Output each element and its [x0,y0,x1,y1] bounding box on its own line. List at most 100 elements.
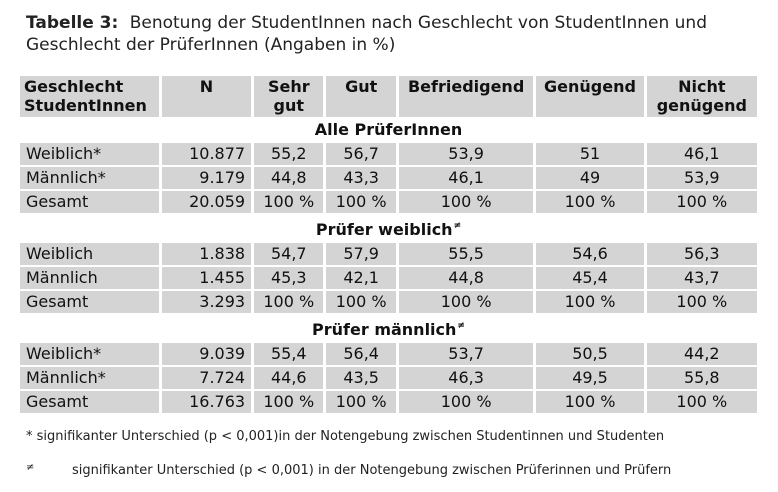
table-cell: 44,2 [646,343,757,365]
header-row: Geschlecht StudentInnen N Sehr gut Gut B… [20,76,757,117]
table-row: Männlich* 7.724 44,6 43,5 46,3 49,5 55,8 [20,367,757,389]
table-cell: 100 % [536,291,644,313]
header-n: N [161,76,252,117]
table-cell: 46,1 [398,167,534,189]
table-cell: 56,4 [326,343,396,365]
section-title-text: Alle PrüferInnen [314,120,463,139]
table-cell: 53,9 [398,143,534,165]
table-cell: 49,5 [536,367,644,389]
table-cell: 43,7 [646,267,757,289]
section-title: Prüfer männlich≠ [20,315,757,341]
table-cell: 55,4 [254,343,324,365]
table-row: Männlich 1.455 45,3 42,1 44,8 45,4 43,7 [20,267,757,289]
table-row: Gesamt 20.059 100 % 100 % 100 % 100 % 100 % [20,191,757,213]
table-body: Alle PrüferInnen Weiblich* 10.877 55,2 56,7 5… [20,119,757,413]
caption-label: Tabelle 3: [26,13,119,33]
row-label: Weiblich* [20,343,159,365]
table-cell: 55,2 [254,143,324,165]
table-cell: 45,4 [536,267,644,289]
table-cell: 50,5 [536,343,644,365]
grades-table: Geschlecht StudentInnen N Sehr gut Gut B… [17,74,760,415]
table-cell: 16.763 [161,391,252,413]
table-cell: 100 % [326,291,396,313]
table-cell: 7.724 [161,367,252,389]
table-cell: 57,9 [326,243,396,265]
section-title: Alle PrüferInnen [20,119,757,141]
table-cell: 100 % [398,291,534,313]
table-cell: 100 % [326,391,396,413]
table-cell: 100 % [398,391,534,413]
table-cell: 44,8 [254,167,324,189]
table-cell: 20.059 [161,191,252,213]
table-cell: 54,7 [254,243,324,265]
row-label: Männlich [20,267,159,289]
table-cell: 54,6 [536,243,644,265]
header-gut: Gut [326,76,396,117]
row-label: Gesamt [20,391,159,413]
section-row: Prüfer männlich≠ [20,315,757,341]
table-row: Männlich* 9.179 44,8 43,3 46,1 49 53,9 [20,167,757,189]
table-cell: 100 % [646,291,757,313]
table-cell: 46,1 [646,143,757,165]
table-cell: 1.455 [161,267,252,289]
table-cell: 49 [536,167,644,189]
footnote-neq: ≠ signifikanter Unterschied (p < 0,001) i… [26,462,671,478]
table-cell: 3.293 [161,291,252,313]
table-cell: 100 % [646,191,757,213]
table-cell: 55,8 [646,367,757,389]
header-nicht-genuegend: Nicht genügend [646,76,757,117]
table-cell: 53,9 [646,167,757,189]
table-cell: 9.179 [161,167,252,189]
table-cell: 51 [536,143,644,165]
table-cell: 10.877 [161,143,252,165]
table-cell: 53,7 [398,343,534,365]
table-cell: 100 % [254,191,324,213]
table-cell: 1.838 [161,243,252,265]
section-title-text: Prüfer männlich [312,320,457,339]
table-caption: Tabelle 3: Benotung der StudentInnen nac… [26,12,756,56]
table-cell: 43,3 [326,167,396,189]
table-cell: 45,3 [254,267,324,289]
header-sehr-gut: Sehr gut [254,76,324,117]
table-row: Weiblich* 10.877 55,2 56,7 53,9 51 46,1 [20,143,757,165]
section-row: Alle PrüferInnen [20,119,757,141]
table-cell: 55,5 [398,243,534,265]
header-befriedigend: Befriedigend [398,76,534,117]
table-row: Weiblich* 9.039 55,4 56,4 53,7 50,5 44,2 [20,343,757,365]
table-cell: 9.039 [161,343,252,365]
table-cell: 100 % [536,391,644,413]
caption-text: Benotung der StudentInnen nach Geschlech… [26,13,707,55]
row-label: Weiblich* [20,143,159,165]
table-cell: 46,3 [398,367,534,389]
table-cell: 42,1 [326,267,396,289]
row-label: Gesamt [20,291,159,313]
footnote-neq-text: signifikanter Unterschied (p < 0,001) in… [72,463,672,478]
table-cell: 100 % [254,291,324,313]
row-label: Männlich* [20,167,159,189]
table-cell: 56,3 [646,243,757,265]
table-cell: 44,8 [398,267,534,289]
table-cell: 100 % [254,391,324,413]
table-cell: 43,5 [326,367,396,389]
significance-mark: ≠ [453,221,462,231]
section-row: Prüfer weiblich≠ [20,215,757,241]
footnote-neq-mark: ≠ [26,462,35,473]
table-cell: 100 % [326,191,396,213]
row-label: Männlich* [20,367,159,389]
row-label: Gesamt [20,191,159,213]
header-gender: Geschlecht StudentInnen [20,76,159,117]
table-row: Gesamt 3.293 100 % 100 % 100 % 100 % 100 % [20,291,757,313]
significance-mark: ≠ [457,321,465,331]
table-cell: 44,6 [254,367,324,389]
header-genuegend: Genügend [536,76,644,117]
table-row: Weiblich 1.838 54,7 57,9 55,5 54,6 56,3 [20,243,757,265]
table-cell: 100 % [536,191,644,213]
footnote-star: * signifikanter Unterschied (p < 0,001)i… [26,429,665,444]
section-title-text: Prüfer weiblich [315,220,453,239]
row-label: Weiblich [20,243,159,265]
table-cell: 100 % [646,391,757,413]
table-row: Gesamt 16.763 100 % 100 % 100 % 100 % 100 % [20,391,757,413]
section-title: Prüfer weiblich≠ [20,215,757,241]
table-cell: 100 % [398,191,534,213]
table-cell: 56,7 [326,143,396,165]
